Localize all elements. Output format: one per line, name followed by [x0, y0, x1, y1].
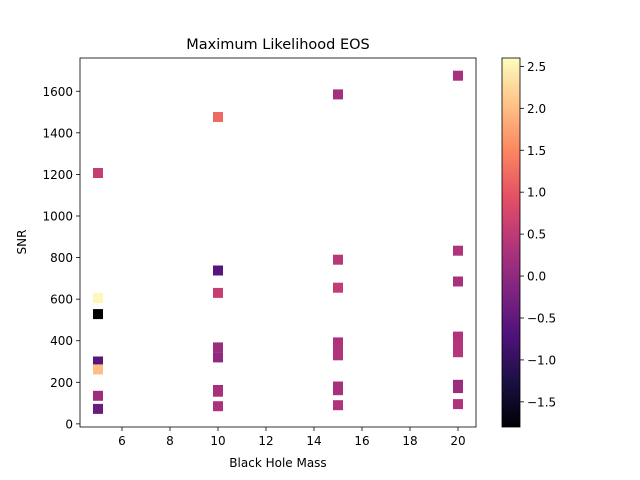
colorbar-tick-label: −1.0 [527, 353, 556, 367]
data-point [213, 386, 223, 397]
data-point [213, 401, 223, 412]
data-point [453, 245, 463, 256]
data-point [213, 112, 223, 122]
data-point [333, 385, 343, 396]
colorbar-tick-label: −1.5 [527, 395, 556, 409]
plot-area [79, 57, 477, 428]
x-axis-ticks: 6 8 10 12 14 16 18 20 [118, 427, 466, 448]
data-point [453, 399, 463, 410]
data-point [453, 383, 463, 394]
data-point [93, 356, 103, 367]
colorbar-tick-label: 0.5 [527, 228, 546, 242]
colorbar-tick-label: 1.5 [527, 144, 546, 158]
data-point [93, 364, 103, 375]
x-tick-label: 14 [306, 434, 321, 448]
data-point [333, 350, 343, 361]
x-tick-label: 16 [354, 434, 369, 448]
colorbar: 2.5 2.0 1.5 1.0 0.5 0.0 −0.5 −1.0 −1.5 [501, 57, 556, 428]
y-tick-label: 1400 [42, 126, 73, 140]
y-axis-ticks: 0 200 400 600 800 1000 1200 1400 1600 [42, 85, 80, 431]
x-tick-label: 10 [210, 434, 225, 448]
data-point [333, 343, 343, 354]
y-tick-label: 600 [50, 293, 73, 307]
colorbar-tick-label: 2.5 [527, 60, 546, 74]
data-point [213, 342, 223, 353]
data-point [93, 168, 103, 178]
data-point [333, 282, 343, 293]
data-point [453, 347, 463, 358]
chart-title: Maximum Likelihood EOS [186, 37, 370, 53]
data-point [333, 89, 343, 100]
data-point [213, 265, 223, 276]
y-tick-label: 1200 [42, 168, 73, 182]
y-tick-label: 1600 [42, 85, 73, 99]
y-tick-label: 200 [50, 376, 73, 390]
data-point [333, 400, 343, 411]
data-markers [93, 70, 463, 414]
data-point [453, 70, 463, 81]
plot-frame [79, 57, 477, 428]
data-point [93, 293, 103, 304]
data-point [93, 309, 103, 320]
x-tick-label: 18 [402, 434, 417, 448]
data-point [213, 287, 223, 298]
y-tick-label: 0 [65, 417, 73, 431]
data-point [213, 352, 223, 363]
colorbar-gradient [501, 57, 521, 428]
x-axis-label: Black Hole Mass [229, 456, 326, 470]
data-point [333, 337, 343, 348]
data-point [93, 403, 103, 414]
y-axis-label: SNR [15, 230, 29, 255]
data-point [453, 331, 463, 342]
x-tick-label: 20 [450, 434, 465, 448]
colorbar-tick-label: 0.0 [527, 270, 546, 284]
data-point [93, 390, 103, 401]
colorbar-tick-label: −0.5 [527, 311, 556, 325]
x-tick-label: 8 [166, 434, 174, 448]
data-point [453, 276, 463, 287]
y-tick-label: 800 [50, 251, 73, 265]
colorbar-ticks: 2.5 2.0 1.5 1.0 0.5 0.0 −0.5 −1.0 −1.5 [520, 60, 556, 409]
x-tick-label: 12 [258, 434, 273, 448]
x-tick-label: 6 [118, 434, 126, 448]
colorbar-tick-label: 1.0 [527, 186, 546, 200]
data-point [453, 340, 463, 351]
y-tick-label: 400 [50, 334, 73, 348]
data-point [333, 254, 343, 265]
colorbar-tick-label: 2.0 [527, 102, 546, 116]
y-tick-label: 1000 [42, 209, 73, 223]
